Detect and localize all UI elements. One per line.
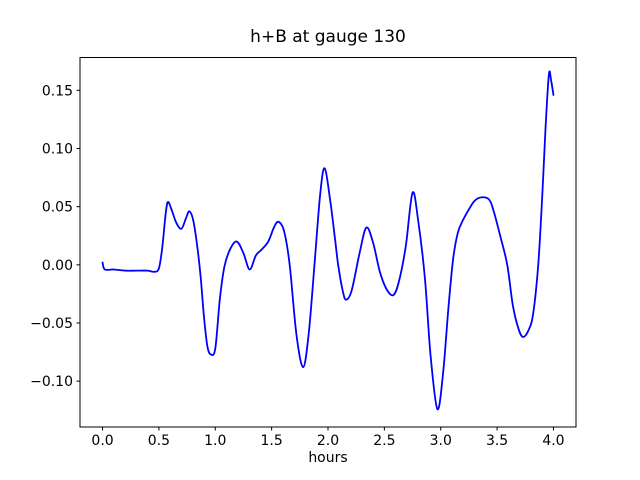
x-tick-label: 0.5: [148, 433, 170, 449]
series-line: [101, 70, 555, 411]
y-tick-label: 0.00: [42, 258, 73, 274]
x-tick-label: 3.5: [486, 433, 508, 449]
x-tick-label: 1.0: [204, 433, 226, 449]
y-tick-label: 0.15: [42, 83, 73, 99]
y-tick-label: 0.05: [42, 200, 73, 216]
x-tick-label: 3.0: [430, 433, 452, 449]
y-tick-label: −0.10: [30, 374, 73, 390]
chart-title: h+B at gauge 130: [250, 27, 406, 47]
x-tick-label: 0.0: [91, 433, 113, 449]
x-tick-label: 4.0: [542, 433, 564, 449]
y-tick-label: −0.05: [30, 316, 73, 332]
x-tick-label: 1.5: [261, 433, 283, 449]
x-axis-label: hours: [308, 450, 348, 466]
x-tick-label: 2.5: [373, 433, 395, 449]
y-tick-label: 0.10: [42, 141, 73, 157]
x-tick-label: 2.0: [317, 433, 339, 449]
